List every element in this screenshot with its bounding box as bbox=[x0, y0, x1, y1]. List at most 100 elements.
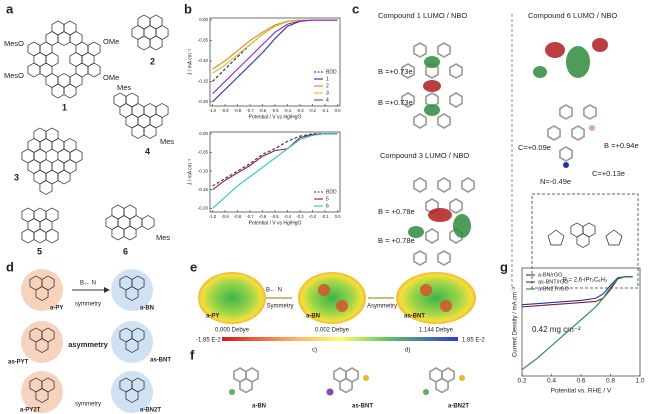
lobe bbox=[533, 66, 547, 78]
y-tick-label: -0.05 bbox=[198, 38, 209, 43]
ring bbox=[435, 377, 449, 394]
arrow-label: B← N bbox=[80, 281, 96, 287]
panel-label: d bbox=[6, 259, 14, 274]
ring bbox=[239, 377, 253, 394]
compound-label: 5 bbox=[37, 246, 42, 256]
esp-map bbox=[298, 272, 366, 324]
atom bbox=[563, 162, 569, 168]
legend-label: 1 bbox=[326, 76, 329, 82]
charge: B =+0.73e bbox=[378, 98, 413, 107]
atom bbox=[229, 389, 235, 395]
panel-label: c bbox=[352, 1, 359, 16]
charge: B =+0.73e bbox=[378, 67, 413, 76]
compound-label: 1 bbox=[62, 102, 67, 112]
x-tick-label: -0.1 bbox=[321, 108, 329, 113]
ring bbox=[413, 177, 427, 193]
charge: N=-0.49e bbox=[540, 177, 571, 186]
plot-frame bbox=[209, 131, 341, 213]
legend-label: as-BNT/rGO bbox=[538, 279, 569, 285]
ring bbox=[547, 125, 561, 141]
y-axis-title: J / mA cm⁻² bbox=[187, 49, 193, 76]
ring bbox=[131, 124, 145, 139]
series-line bbox=[212, 19, 338, 95]
ring bbox=[583, 104, 597, 120]
x-tick-label: 0.8 bbox=[606, 378, 615, 385]
molecule-label: a-PY bbox=[206, 314, 219, 320]
relation: asymmetry bbox=[68, 340, 108, 349]
ring bbox=[437, 113, 451, 129]
y-tick-label: -0.20 bbox=[198, 205, 209, 210]
molecule-label: a-BN bbox=[140, 306, 154, 312]
arrow-label: Asymmetry bbox=[367, 304, 397, 310]
lobe bbox=[566, 46, 590, 78]
ring bbox=[21, 228, 35, 244]
x-tick-label: -0.5 bbox=[271, 108, 279, 113]
panel-label: e bbox=[190, 259, 197, 274]
substituent: Mes bbox=[117, 83, 131, 92]
structure-6 bbox=[105, 204, 155, 241]
x-tick-label: -0.1 bbox=[321, 214, 329, 219]
lobe bbox=[428, 208, 452, 222]
ring bbox=[547, 229, 565, 246]
structure-1 bbox=[27, 20, 101, 99]
panel-label: g bbox=[500, 259, 508, 274]
ring bbox=[51, 83, 65, 99]
ring bbox=[39, 180, 53, 195]
ring bbox=[413, 42, 427, 58]
ring bbox=[559, 146, 573, 162]
relation: symmetry bbox=[75, 402, 101, 408]
molecule-bg bbox=[111, 269, 153, 311]
panel-label: b bbox=[184, 1, 192, 16]
series-line bbox=[521, 276, 633, 306]
charge: B = +0.78e bbox=[378, 207, 415, 216]
ring bbox=[413, 113, 427, 129]
dipole: 1.144 Debye bbox=[419, 328, 454, 334]
x-tick-label: -0.2 bbox=[309, 108, 317, 113]
structure-2 bbox=[131, 14, 169, 51]
molecule-bg bbox=[111, 371, 153, 413]
molecule-label: as-BNT bbox=[352, 404, 373, 410]
molecule-label: a-BN2T bbox=[140, 408, 161, 414]
x-tick-label: 0.0 bbox=[335, 108, 341, 113]
molecule-label: a-BN2T bbox=[448, 404, 469, 410]
lobe bbox=[424, 104, 440, 116]
series-line bbox=[521, 276, 633, 370]
ring bbox=[413, 250, 427, 266]
orbital-3 bbox=[408, 177, 475, 266]
atom bbox=[363, 375, 369, 381]
lobe bbox=[592, 38, 608, 52]
ring bbox=[123, 225, 137, 241]
ring bbox=[45, 228, 59, 244]
y-tick-label: -0.10 bbox=[198, 58, 209, 63]
x-axis-title: Potential vs. RHE / V bbox=[551, 388, 612, 395]
x-tick-label: -0.6 bbox=[259, 108, 267, 113]
charge: B =+0.94e bbox=[604, 141, 639, 150]
x-tick-label: -0.4 bbox=[284, 214, 292, 219]
ring bbox=[437, 250, 451, 266]
legend-label: 4 bbox=[326, 97, 329, 103]
y-tick-label: -0.15 bbox=[198, 187, 209, 192]
x-tick-label: -0.9 bbox=[221, 108, 229, 113]
inset-structure bbox=[547, 222, 623, 248]
ring bbox=[149, 35, 163, 51]
series-line bbox=[212, 19, 338, 74]
x-tick-label: -0.7 bbox=[246, 214, 254, 219]
x-tick-label: 1.0 bbox=[635, 378, 644, 385]
ring bbox=[559, 104, 573, 120]
x-tick-label: -0.7 bbox=[246, 108, 254, 113]
molecule-label: a-BN bbox=[252, 404, 266, 410]
compound-label: 6 bbox=[123, 246, 128, 256]
series-line bbox=[212, 133, 338, 187]
legend-label: 6 bbox=[326, 203, 329, 209]
y-tick-label: 0.00 bbox=[199, 131, 208, 136]
esp-map bbox=[396, 272, 476, 324]
atom bbox=[326, 388, 334, 396]
subpanel-label: c) bbox=[312, 348, 317, 354]
structure-3 bbox=[21, 127, 83, 195]
ring bbox=[449, 63, 463, 79]
molecule-bg bbox=[21, 269, 63, 311]
atom bbox=[423, 389, 429, 395]
scale-label: 1.85 E-2 bbox=[462, 338, 485, 344]
ring bbox=[27, 62, 41, 78]
